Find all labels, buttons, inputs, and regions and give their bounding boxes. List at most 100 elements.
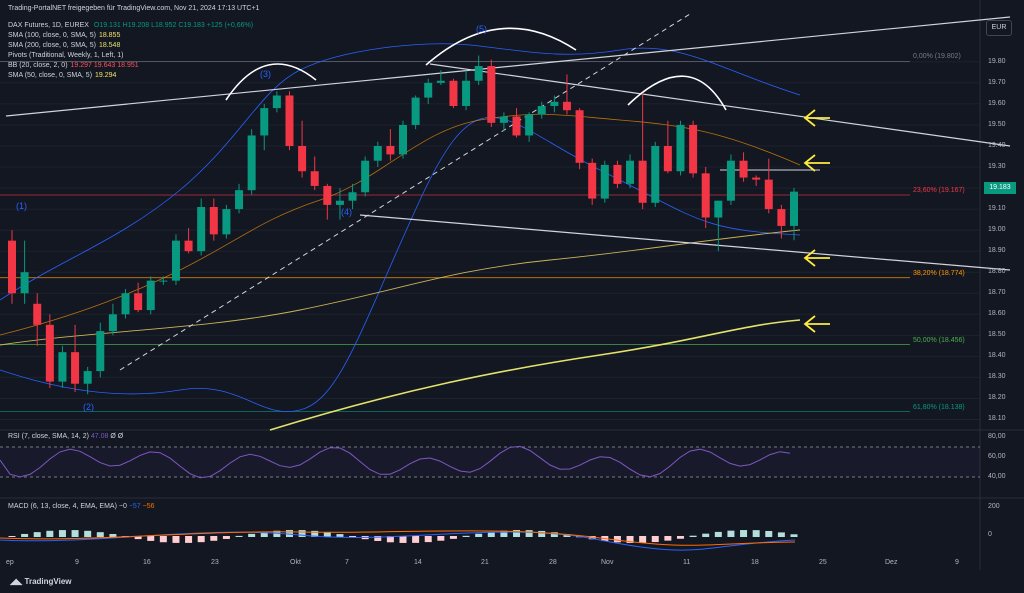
- candle-body: [777, 209, 786, 226]
- candle-body: [260, 108, 269, 136]
- price-axis-label: 19.30: [988, 163, 1006, 171]
- macd-histogram-bar: [550, 532, 558, 537]
- macd-axis-0: 0: [988, 531, 992, 538]
- candle-body: [764, 179, 773, 210]
- candle-body: [487, 66, 496, 123]
- macd-histogram-bar: [676, 536, 684, 539]
- macd-histogram-bar: [298, 530, 306, 537]
- candle-body: [20, 272, 29, 294]
- trendline-upper: [5, 16, 1011, 117]
- date-axis-label: 25: [819, 559, 827, 566]
- candle-body: [424, 82, 433, 98]
- current-price-tag: 19.183: [984, 182, 1016, 194]
- currency-button[interactable]: EUR: [986, 20, 1012, 36]
- arc-right: [627, 75, 727, 111]
- fib-label-618: 61,80% (18.138): [913, 404, 965, 411]
- indicator-pivots[interactable]: Pivots (Traditional, Weekly, 1, Left, 1): [8, 52, 124, 59]
- macd-histogram-bar: [525, 530, 533, 537]
- rsi-line: [0, 445, 791, 479]
- fib-label-236: 23,60% (19.167): [913, 187, 965, 194]
- candle-body: [285, 95, 294, 146]
- macd-histogram-bar: [84, 530, 92, 537]
- date-axis-label: 18: [751, 559, 759, 566]
- macd-histogram-bar: [235, 535, 243, 537]
- candle-body: [222, 209, 231, 235]
- macd-histogram-bar: [197, 536, 205, 543]
- symbol-name[interactable]: DAX Futures, 1D, EUREX: [8, 22, 89, 29]
- bb-upper: [0, 43, 801, 301]
- macd-histogram-bar: [475, 533, 483, 537]
- candle-body: [525, 114, 534, 136]
- macd-histogram-bar: [639, 536, 647, 543]
- candle-body: [96, 331, 105, 372]
- date-axis-label: ep: [6, 559, 14, 566]
- candle-body: [474, 66, 483, 81]
- indicator-sma100[interactable]: SMA (100, close, 0, SMA, 5) 18.855: [8, 32, 121, 39]
- price-axis-label: 18.70: [988, 289, 1006, 297]
- arrow-annotation: [803, 154, 830, 172]
- macd-histogram-bar: [538, 530, 546, 537]
- candle-body: [651, 145, 660, 203]
- candle-body: [638, 160, 647, 203]
- price-axis-label: 19.70: [988, 78, 1006, 86]
- macd-title[interactable]: MACD (6, 13, close, 4, EMA, EMA) −0 −57 …: [8, 503, 155, 510]
- macd-signal: [0, 530, 796, 546]
- macd-histogram-bar: [777, 532, 785, 537]
- date-axis-label: 9: [75, 559, 79, 566]
- candle-body: [411, 97, 420, 125]
- candle-body: [247, 135, 256, 191]
- macd-histogram-bar: [349, 536, 357, 538]
- candle-body: [298, 145, 307, 172]
- macd-histogram-bar: [588, 536, 596, 540]
- macd-histogram-bar: [147, 536, 155, 541]
- candle-body: [512, 116, 521, 136]
- candle-body: [171, 240, 180, 281]
- date-axis-label: Dez: [885, 559, 898, 566]
- date-axis-label: Nov: [601, 559, 614, 566]
- indicator-sma50[interactable]: SMA (50, close, 0, SMA, 5) 19.294: [8, 72, 117, 79]
- price-axis-label: 18.90: [988, 247, 1006, 255]
- trendline-dashed: [119, 13, 691, 371]
- candle-body: [663, 145, 672, 172]
- macd-histogram-bar: [21, 533, 29, 537]
- price-axis-label: 19.80: [988, 57, 1006, 65]
- candle-body: [335, 200, 344, 205]
- price-axis-label: 18.30: [988, 373, 1006, 381]
- macd-histogram-bar: [172, 536, 180, 543]
- candle-body: [121, 293, 130, 315]
- tradingview-logo[interactable]: ◢◣ TradingView: [10, 577, 72, 586]
- macd-histogram-bar: [714, 531, 722, 537]
- sma200-line: [269, 319, 801, 431]
- wave-label-5: (5): [476, 24, 487, 34]
- candle-body: [701, 173, 710, 218]
- indicator-bb[interactable]: BB (20, close, 2, 0) 19.297 19.643 18.951: [8, 62, 139, 69]
- indicator-sma200[interactable]: SMA (200, close, 0, SMA, 5) 18.548: [8, 42, 121, 49]
- macd-histogram-bar: [651, 536, 659, 543]
- candle-body: [499, 116, 508, 123]
- candle-body: [373, 145, 382, 161]
- macd-histogram-bar: [58, 530, 66, 537]
- fib-label-50: 50,00% (18.456): [913, 337, 965, 344]
- macd-histogram-bar: [46, 530, 54, 537]
- candle-body: [550, 101, 559, 107]
- wave-label-3: (3): [260, 69, 271, 79]
- arrow-annotation: [803, 249, 830, 267]
- macd-histogram-bar: [513, 530, 521, 537]
- candle-body: [562, 101, 571, 111]
- date-axis-label: 16: [143, 559, 151, 566]
- candle-body: [600, 164, 609, 199]
- candle-body: [197, 206, 206, 252]
- candle-body: [462, 80, 471, 107]
- rsi-title[interactable]: RSI (7, close, SMA, 14, 2) 47.08 Ø Ø: [8, 433, 124, 440]
- price-axis-label: 19.60: [988, 99, 1006, 107]
- price-axis-label: 18.80: [988, 268, 1006, 276]
- symbol-line[interactable]: DAX Futures, 1D, EUREX O19.131 H19.208 L…: [8, 21, 256, 31]
- macd-histogram-bar: [449, 536, 457, 539]
- macd-histogram-bar: [222, 536, 230, 539]
- macd-histogram-bar: [487, 531, 495, 537]
- candle-body: [323, 185, 332, 205]
- candle-body: [449, 80, 458, 107]
- macd-histogram-bar: [752, 530, 760, 537]
